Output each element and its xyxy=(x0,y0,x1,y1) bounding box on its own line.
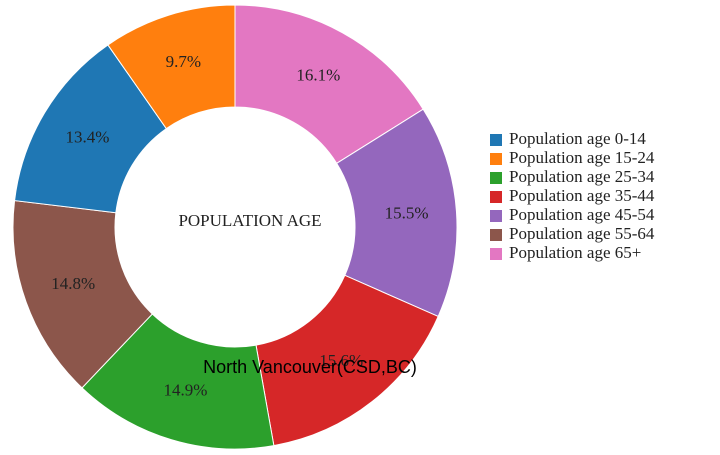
legend-swatch xyxy=(490,134,502,146)
value-label: 13.4% xyxy=(66,127,110,146)
legend-swatch xyxy=(490,248,502,260)
legend-swatch xyxy=(490,191,502,203)
subtitle: North Vancouver(CSD,BC) xyxy=(203,357,417,377)
value-label: 15.6% xyxy=(319,351,363,370)
legend-swatch xyxy=(490,153,502,165)
slice xyxy=(255,274,439,447)
legend-label: Population age 45-54 xyxy=(509,205,655,224)
chart-title: POPULATION AGE xyxy=(178,211,321,230)
legend-swatch xyxy=(490,172,502,184)
legend-label: Population age 65+ xyxy=(509,243,641,262)
value-label: 15.5% xyxy=(385,203,429,222)
legend-label: Population age 35-44 xyxy=(509,186,655,205)
legend-label: Population age 0-14 xyxy=(509,129,646,148)
value-label: 14.9% xyxy=(163,381,207,400)
slice xyxy=(336,108,458,318)
legend-label: Population age 15-24 xyxy=(509,148,655,167)
legend-swatch xyxy=(490,229,502,241)
value-label: 9.7% xyxy=(166,52,201,71)
value-label: 16.1% xyxy=(296,65,340,84)
legend-swatch xyxy=(490,210,502,222)
legend-label: Population age 25-34 xyxy=(509,167,655,186)
slice xyxy=(234,4,424,165)
legend-label: Population age 55-64 xyxy=(509,224,655,243)
value-label: 14.8% xyxy=(51,274,95,293)
slice xyxy=(107,4,236,130)
